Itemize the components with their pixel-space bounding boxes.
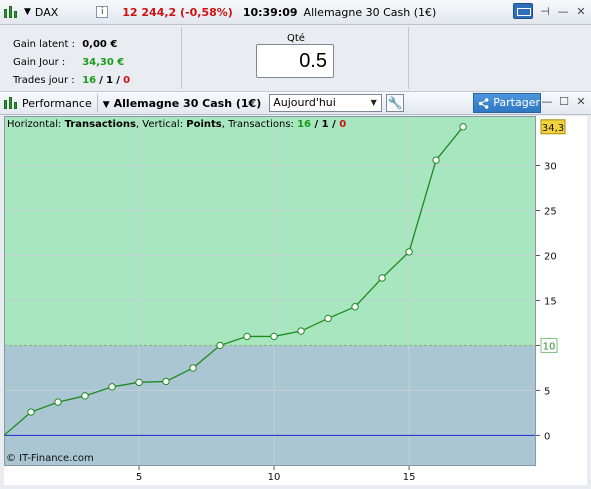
instrument-selector[interactable]: ▼ Allemagne 30 Cash (1€)	[103, 97, 262, 110]
y-tick-label: 25	[544, 206, 557, 217]
y-tick-label: 15	[544, 296, 557, 307]
data-point	[81, 392, 89, 400]
y-tick-label: 20	[544, 251, 557, 262]
pin-icon[interactable]: ⊣	[540, 4, 550, 18]
period-value: Aujourd'hui	[273, 96, 336, 109]
y-tick-label: 0	[544, 431, 550, 442]
stats-panel: Gain latent : 0,00 € Gain Jour : 34,30 €…	[4, 27, 182, 89]
quote-time: 10:39:09	[242, 5, 298, 19]
t-neutral: 1	[321, 119, 329, 130]
latent-value: 0,00 €	[82, 39, 118, 50]
symbol-name[interactable]: DAX	[34, 5, 59, 19]
candlestick-icon	[4, 4, 18, 20]
latent-label: Gain latent :	[13, 39, 75, 50]
watermark: © IT-Finance.com	[6, 453, 94, 464]
title-bar: ▼ DAX i 12 244,2 (-0,58%) 10:39:09 Allem…	[0, 0, 591, 25]
data-point	[297, 327, 305, 335]
jour-value: 34,30 €	[82, 57, 125, 68]
instrument-name: Allemagne 30 Cash (1€)	[303, 5, 437, 19]
t-label: , Transactions:	[221, 119, 298, 130]
ref-label-box	[540, 337, 558, 353]
data-point	[270, 332, 278, 341]
data-point	[189, 364, 197, 372]
x-tick-label: 5	[136, 472, 142, 483]
quantity-label: Qté	[287, 33, 305, 44]
period-select[interactable]: Aujourd'hui ▼	[269, 94, 383, 112]
chart-grid	[4, 116, 536, 466]
x-tick-label: 15	[403, 472, 416, 483]
data-point	[135, 378, 143, 387]
stat-trades: Trades jour : 16 / 1 / 0	[13, 75, 130, 86]
ref-label: 10	[543, 341, 556, 352]
chart-toolbar: Performance ▼ Allemagne 30 Cash (1€) Aujo…	[0, 91, 591, 115]
share-label: Partager	[493, 96, 540, 109]
data-point	[405, 248, 413, 256]
t-sep-2: /	[328, 119, 340, 130]
performance-chart: 5 10 15 0 5 15 20 25 30 10 34,3 Horizontal: Transa…	[4, 116, 587, 485]
stat-jour: Gain Jour : 34,30 €	[13, 57, 124, 68]
maximize-icon[interactable]: ☐	[559, 95, 569, 108]
candlestick-icon	[4, 95, 18, 111]
v-value: Points	[186, 119, 222, 130]
performance-tab[interactable]: Performance	[22, 96, 92, 110]
minimize-icon[interactable]: —	[541, 95, 553, 108]
info-icon[interactable]: i	[96, 6, 109, 18]
t-win: 16	[297, 119, 311, 130]
trades-win: 16	[82, 75, 97, 86]
close-icon[interactable]: ✕	[576, 95, 586, 108]
last-value-label: 34,3	[542, 123, 564, 134]
toolbar-separator	[96, 94, 98, 112]
data-point	[27, 408, 35, 416]
data-point	[459, 123, 467, 131]
data-point	[324, 314, 332, 323]
y-tick-label: 5	[544, 386, 550, 397]
trades-sep: /	[99, 75, 103, 86]
data-point	[54, 398, 62, 406]
chart-header: Horizontal: Transactions, Vertical: Poin…	[7, 119, 346, 130]
symbol-dropdown-icon[interactable]: ▼	[24, 7, 31, 17]
data-points	[27, 123, 467, 416]
y-tick-label: 30	[544, 161, 557, 172]
h-label: Horizontal:	[7, 119, 65, 130]
trades-sep-2: /	[116, 75, 120, 86]
chevron-down-icon: ▼	[102, 99, 110, 110]
share-icon	[478, 97, 489, 109]
trades-neutral: 1	[106, 75, 114, 86]
quantity-panel: Qté 0.5	[183, 27, 409, 89]
data-point	[162, 377, 170, 386]
v-label: , Vertical:	[135, 119, 187, 130]
data-point	[243, 332, 251, 341]
x-tick-label: 10	[268, 472, 281, 483]
data-point	[378, 274, 386, 282]
data-point	[351, 303, 359, 311]
quantity-input[interactable]: 0.5	[256, 44, 334, 78]
share-button[interactable]: Partager	[473, 93, 541, 113]
wrench-icon[interactable]: 🔧	[386, 94, 405, 112]
quote-value: 12 244,2 (-0,58%)	[122, 5, 233, 19]
plot-border	[4, 116, 536, 466]
last-value-box	[540, 119, 566, 135]
data-point	[108, 383, 116, 391]
series-line	[4, 126, 464, 436]
h-value: Transactions	[64, 119, 136, 130]
stat-latent: Gain latent : 0,00 €	[13, 39, 117, 50]
trades-loss: 0	[123, 75, 131, 86]
instrument-selector-label: Allemagne 30 Cash (1€)	[113, 96, 262, 110]
t-loss: 0	[339, 119, 347, 130]
minimize-icon[interactable]: —	[557, 4, 569, 18]
loss-zone	[4, 345, 536, 466]
trades-label: Trades jour :	[13, 75, 75, 86]
data-point	[432, 156, 440, 164]
t-sep: /	[311, 119, 322, 130]
data-point	[216, 341, 224, 350]
jour-label: Gain Jour :	[13, 57, 66, 68]
close-icon[interactable]: ✕	[576, 4, 586, 18]
chevron-down-icon[interactable]: ▼	[370, 98, 377, 107]
profit-zone	[4, 116, 536, 346]
keyboard-icon[interactable]	[513, 3, 533, 19]
